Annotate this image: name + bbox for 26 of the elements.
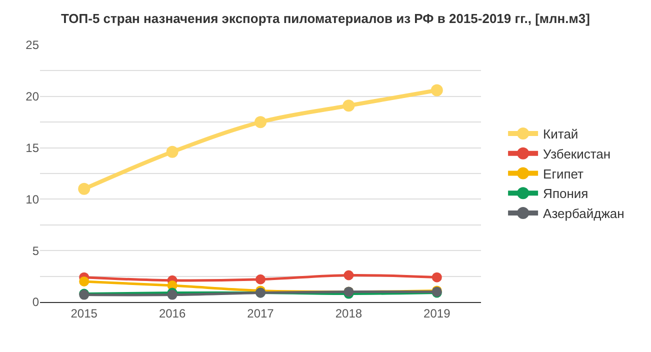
y-tick-label: 0 <box>32 295 40 310</box>
y-tick-label: 20 <box>26 90 40 104</box>
point <box>430 84 443 96</box>
legend-label: Узбекистан <box>543 146 611 162</box>
point <box>78 182 90 195</box>
x-tick-label: 2017 <box>247 306 274 320</box>
x-tick-label: 2018 <box>335 306 362 320</box>
legend-label: Азербайджан <box>543 206 624 222</box>
point <box>254 116 266 128</box>
point <box>344 270 354 280</box>
y-tick-label: 25 <box>26 38 40 52</box>
point <box>166 146 178 158</box>
y-tick-label: 10 <box>26 192 40 206</box>
y-tick-label: 5 <box>32 244 40 258</box>
legend-label: Китай <box>543 126 578 142</box>
legend-label: Япония <box>543 186 588 202</box>
point <box>342 100 355 112</box>
point <box>256 274 266 284</box>
x-tick-label: 2015 <box>70 306 98 320</box>
y-tick-label: 15 <box>26 141 40 155</box>
point <box>432 272 442 282</box>
legend-label: Египет <box>543 166 584 182</box>
chart-title: ТОП-5 стран назначения экспорта пиломатериалов из РФ в 2015-2019 гг., [млн.м3] <box>61 11 590 26</box>
point <box>79 276 90 286</box>
x-tick-label: 2016 <box>158 306 186 320</box>
x-tick-label: 2019 <box>424 306 451 320</box>
